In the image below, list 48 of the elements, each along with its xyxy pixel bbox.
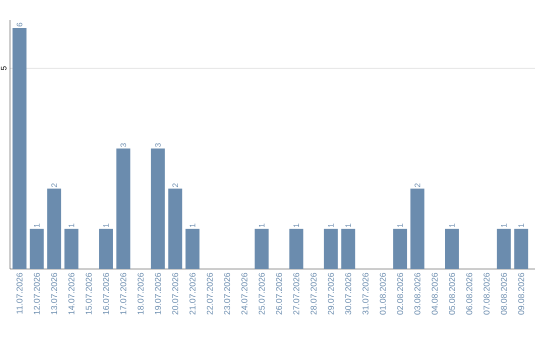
bar <box>150 148 165 269</box>
x-tick-label: 02.08.2026 <box>397 272 404 315</box>
x-tick-label: 22.07.2026 <box>206 272 213 314</box>
x-tick-label: 03.08.2026 <box>414 272 420 315</box>
bar <box>445 228 459 269</box>
bar <box>324 228 338 269</box>
bar <box>47 188 62 269</box>
bar <box>116 148 130 269</box>
bar <box>30 228 44 269</box>
x-tick-label: 28.07.2026 <box>310 272 317 314</box>
x-tick-label: 13.07.2026 <box>51 272 58 314</box>
bar <box>410 188 424 269</box>
x-tick-label: 24.07.2026 <box>241 272 248 314</box>
x-tick-label: 20.07.2026 <box>172 272 178 314</box>
x-tick-label: 16.07.2026 <box>103 272 109 314</box>
x-tick-label: 17.07.2026 <box>120 272 126 314</box>
bar <box>254 228 269 269</box>
bar <box>496 228 511 269</box>
bar <box>393 228 408 269</box>
bar <box>341 228 356 269</box>
x-tick-label: 11.07.2026 <box>16 272 23 314</box>
x-tick-label: 08.08.2026 <box>500 272 507 315</box>
x-tick-label: 31.07.2026 <box>362 272 368 315</box>
x-tick-label: 07.08.2026 <box>484 272 490 315</box>
x-tick-label: 12.07.2026 <box>34 272 40 314</box>
x-tick-label: 14.07.2026 <box>68 272 74 314</box>
x-tick-label: 19.07.2026 <box>154 272 161 314</box>
bar <box>289 228 304 269</box>
x-tick-label: 15.07.2026 <box>86 272 92 314</box>
x-tick-label: 06.08.2026 <box>466 272 472 315</box>
x-tick-label: 29.07.2026 <box>328 272 334 314</box>
x-tick-label: 05.08.2026 <box>448 272 455 315</box>
x-tick-label: 23.07.2026 <box>224 272 230 314</box>
bar <box>514 228 528 269</box>
bar <box>186 228 200 269</box>
x-tick-label: 21.07.2026 <box>190 272 196 314</box>
x-tick-label: 09.08.2026 <box>518 272 524 315</box>
x-tick-label: 26.07.2026 <box>276 272 282 314</box>
x-tick-label: 01.08.2026 <box>380 272 386 315</box>
x-tick-label: 18.07.2026 <box>138 272 144 314</box>
x-tick-label: 27.07.2026 <box>293 272 300 314</box>
x-tick-label: 04.08.2026 <box>432 272 438 315</box>
bar <box>12 28 26 269</box>
bar <box>168 188 182 269</box>
x-tick-label: 25.07.2026 <box>258 272 265 314</box>
bar <box>99 228 113 269</box>
x-tick-label: 30.07.2026 <box>345 272 352 315</box>
bar <box>64 228 78 269</box>
